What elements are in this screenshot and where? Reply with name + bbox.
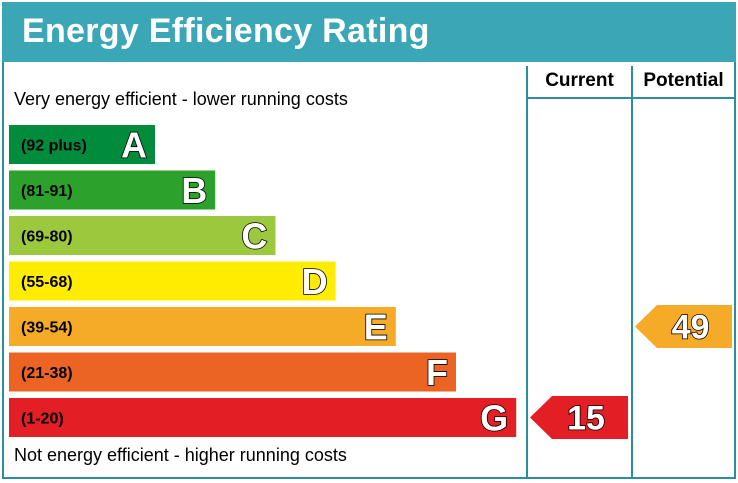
band-range-label: (69-80): [21, 229, 73, 246]
bottom-caption: Not energy efficient - higher running co…: [14, 445, 347, 465]
band-bar-g: [9, 398, 517, 437]
band-letter-label: G: [480, 398, 508, 439]
title-bar: Energy Efficiency Rating: [2, 2, 736, 62]
band-letter-label: E: [364, 307, 388, 348]
band-a: (92 plus) A: [9, 124, 155, 166]
band-letter-label: A: [121, 125, 147, 166]
band-e: (39-54) E: [9, 306, 396, 348]
band-bar-b: [9, 170, 216, 210]
band-bar-c: [9, 216, 276, 255]
band-bar-f: [9, 352, 456, 392]
current-column-header: Current: [545, 70, 614, 91]
band-f: (21-38) F: [9, 351, 456, 394]
band-letter-label: C: [241, 216, 267, 257]
header-underline: [526, 97, 736, 99]
band-letter-label: F: [426, 352, 448, 393]
band-range-label: (39-54): [21, 320, 73, 337]
band-range-label: (81-91): [21, 183, 73, 200]
band-range-label: (1-20): [21, 411, 64, 428]
band-g: (1-20) G: [9, 397, 517, 439]
potential-column-header: Potential: [643, 70, 724, 91]
frame-bottom-border: [2, 477, 736, 479]
current-rating-arrow: 15: [530, 396, 628, 439]
potential-rating-arrow-shape: [635, 305, 732, 348]
band-bar-d: [9, 261, 336, 301]
band-b: (81-91) B: [9, 169, 216, 212]
band-d: (55-68) D: [9, 260, 336, 303]
current-rating-arrow-value: 15: [567, 400, 605, 438]
band-range-label: (55-68): [21, 274, 73, 291]
frame-right-border: [734, 62, 736, 479]
column-divider-potential: [631, 66, 633, 479]
chart-title: Energy Efficiency Rating: [22, 12, 430, 50]
potential-rating-arrow-value: 49: [672, 309, 710, 347]
band-letter-label: B: [181, 170, 207, 211]
current-rating-arrow-shape: [530, 396, 628, 439]
band-letter-label: D: [302, 261, 328, 302]
band-bar-e: [9, 307, 396, 346]
band-range-label: (21-38): [21, 365, 73, 382]
band-range-label: (92 plus): [21, 138, 87, 155]
potential-rating-arrow: 49: [635, 305, 732, 348]
band-bar-a: [9, 125, 155, 164]
frame-left-border: [2, 62, 4, 479]
band-c: (69-80) C: [9, 215, 276, 257]
top-caption: Very energy efficient - lower running co…: [14, 89, 348, 109]
column-divider-current: [526, 66, 528, 479]
